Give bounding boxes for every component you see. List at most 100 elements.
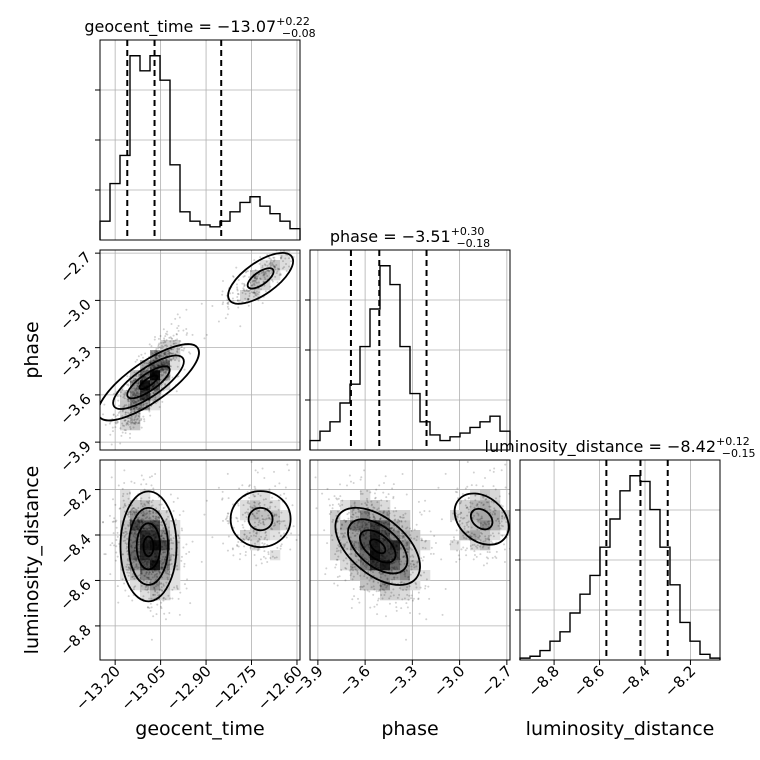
sample-point [138, 412, 141, 415]
sample-point [129, 421, 132, 424]
density-cell [380, 510, 391, 521]
sample-point [141, 559, 144, 562]
sample-point [154, 533, 157, 536]
sample-point [133, 407, 136, 410]
sample-point [416, 561, 419, 564]
sample-point [148, 362, 151, 365]
sample-point [161, 400, 164, 403]
density-cell [130, 520, 141, 531]
sample-point [129, 417, 132, 420]
sample-point [454, 490, 457, 493]
sample-point [477, 514, 480, 517]
sample-point [128, 510, 131, 513]
sample-point [162, 361, 165, 364]
sample-point [163, 371, 166, 374]
sample-point [359, 588, 362, 591]
sample-point [306, 555, 308, 557]
sample-point [157, 364, 160, 367]
sample-point [338, 575, 341, 578]
sample-point [141, 537, 144, 540]
sample-point [409, 547, 412, 550]
sample-point [138, 555, 141, 558]
density-cell [160, 350, 171, 361]
sample-point [148, 597, 151, 600]
sample-point [121, 409, 124, 412]
sample-point [259, 278, 262, 281]
sample-point [155, 536, 158, 539]
density-cell [270, 520, 281, 531]
sample-point [393, 578, 396, 581]
sample-point [494, 509, 497, 512]
sample-point [151, 370, 154, 373]
sample-point [165, 358, 168, 361]
sample-point [142, 391, 145, 394]
sample-point [360, 512, 363, 515]
sample-point [130, 408, 133, 411]
sample-point [390, 527, 393, 530]
sample-point [132, 393, 135, 396]
sample-point [114, 520, 117, 523]
sample-point [146, 589, 149, 592]
sample-point [132, 560, 135, 563]
sample-point [183, 583, 186, 586]
sample-point [384, 565, 387, 568]
sample-point [153, 575, 156, 578]
sample-point [116, 535, 119, 538]
sample-point [238, 487, 241, 490]
sample-point [124, 419, 127, 422]
sample-point [394, 568, 397, 571]
sample-point [159, 370, 162, 373]
panel-title-geocent_time: geocent_time = −13.07+0.22 −0.08 [84, 15, 315, 40]
sample-point [144, 532, 147, 535]
sample-point [477, 536, 480, 539]
sample-point [402, 534, 405, 537]
sample-point [395, 540, 398, 543]
sample-point [148, 561, 151, 564]
sample-point [144, 504, 147, 507]
sample-point [255, 535, 258, 538]
sample-point [349, 527, 352, 530]
sample-point [262, 271, 265, 274]
sample-point [386, 563, 389, 566]
sample-point [314, 476, 317, 479]
sample-point [148, 407, 151, 410]
sample-point [264, 278, 267, 281]
sample-point [169, 359, 172, 362]
sample-point [164, 332, 167, 335]
sample-point [158, 571, 161, 574]
y-tick-label: −8.4 [56, 530, 94, 568]
sample-point [146, 576, 149, 579]
sample-point [141, 537, 144, 540]
sample-point [401, 532, 404, 535]
sample-point [154, 376, 157, 379]
sample-point [245, 516, 248, 519]
sample-point [157, 546, 160, 549]
sample-point [387, 507, 390, 510]
sample-point [495, 497, 498, 500]
sample-point [140, 569, 143, 572]
sample-point [374, 523, 377, 526]
sample-point [144, 529, 147, 532]
density-cell [390, 540, 401, 551]
sample-point [253, 276, 256, 279]
density-contour [453, 492, 510, 546]
sample-point [160, 586, 163, 589]
sample-point [428, 597, 431, 600]
density-cell [490, 490, 501, 501]
sample-point [353, 501, 356, 504]
sample-point [148, 496, 151, 499]
sample-point [166, 369, 169, 372]
sample-point [161, 541, 164, 544]
sample-point [152, 518, 155, 521]
sample-point [406, 593, 409, 596]
density-cell [130, 540, 141, 551]
sample-point [362, 534, 365, 537]
sample-point [168, 348, 171, 351]
sample-point [147, 381, 150, 384]
sample-point [415, 565, 418, 568]
sample-point [137, 519, 140, 522]
sample-point [153, 568, 156, 571]
sample-point [140, 404, 143, 407]
sample-point [482, 544, 485, 547]
sample-point [423, 509, 426, 512]
